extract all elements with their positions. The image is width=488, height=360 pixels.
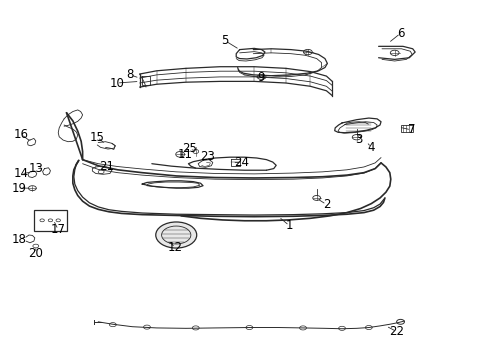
Text: 3: 3	[355, 133, 362, 146]
Ellipse shape	[365, 325, 371, 329]
Ellipse shape	[303, 49, 312, 55]
Text: 6: 6	[396, 27, 404, 40]
Text: 20: 20	[28, 247, 43, 260]
Text: 8: 8	[126, 68, 134, 81]
Ellipse shape	[109, 323, 116, 327]
Text: 5: 5	[221, 34, 228, 47]
Text: 22: 22	[388, 325, 403, 338]
Text: 19: 19	[12, 182, 27, 195]
Text: 17: 17	[51, 223, 65, 236]
Text: 11: 11	[177, 148, 192, 161]
Text: 24: 24	[234, 156, 248, 168]
Text: 1: 1	[285, 219, 292, 232]
Ellipse shape	[156, 222, 196, 248]
Text: 13: 13	[28, 162, 43, 175]
Text: 25: 25	[182, 142, 197, 155]
Ellipse shape	[28, 186, 36, 190]
Ellipse shape	[143, 325, 150, 329]
Text: 9: 9	[257, 71, 264, 84]
Text: 7: 7	[407, 123, 414, 136]
Text: 4: 4	[367, 141, 374, 154]
Text: 10: 10	[109, 77, 124, 90]
Text: 14: 14	[14, 167, 29, 180]
Text: 23: 23	[200, 150, 215, 163]
Ellipse shape	[175, 152, 184, 157]
Ellipse shape	[245, 325, 252, 329]
Text: 15: 15	[90, 131, 104, 144]
Text: 18: 18	[12, 233, 27, 246]
Ellipse shape	[299, 326, 306, 330]
Ellipse shape	[389, 50, 398, 55]
Text: 16: 16	[14, 128, 29, 141]
Ellipse shape	[33, 244, 39, 248]
Ellipse shape	[351, 135, 360, 140]
Ellipse shape	[257, 75, 265, 79]
Ellipse shape	[192, 326, 199, 330]
Ellipse shape	[312, 195, 320, 201]
Text: 2: 2	[322, 198, 329, 211]
Text: 21: 21	[99, 161, 114, 174]
Ellipse shape	[338, 326, 345, 330]
Text: 12: 12	[167, 241, 183, 254]
